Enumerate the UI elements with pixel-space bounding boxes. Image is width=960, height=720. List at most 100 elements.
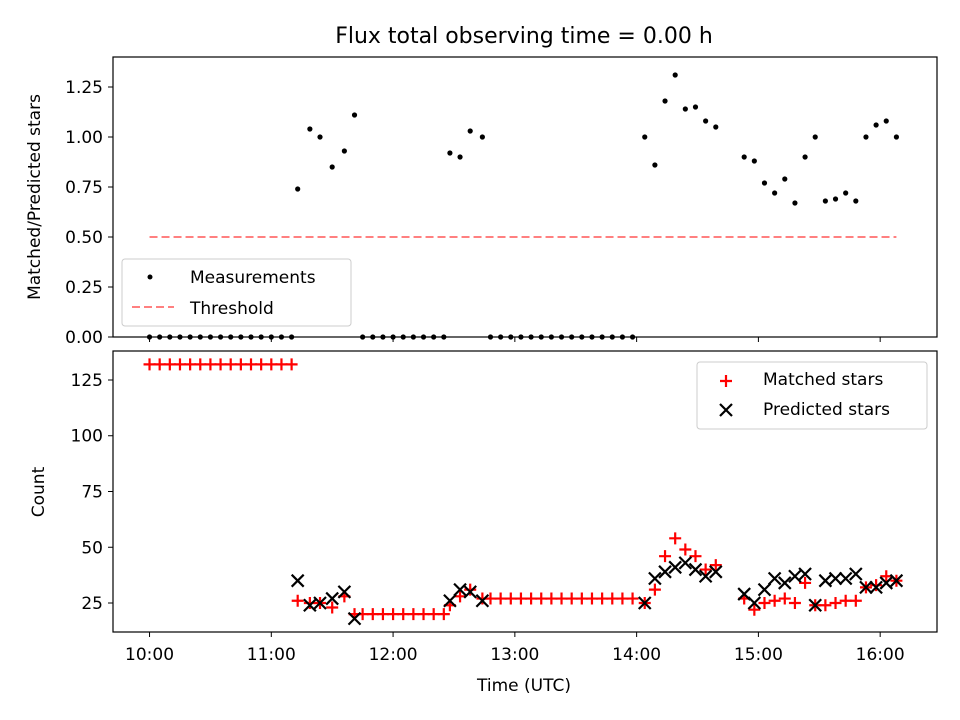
matched-star-point [194, 358, 207, 371]
measurement-point [772, 190, 778, 196]
matched-star-point [669, 532, 682, 545]
predicted-star-point [443, 594, 457, 608]
bottom-x-tick-label: 12:00 [369, 645, 418, 665]
predicted-star-point [798, 567, 812, 581]
bottom-legend: Matched stars Predicted stars [696, 361, 928, 430]
matched-star-point [768, 594, 781, 607]
legend-predicted-marker [719, 403, 733, 417]
matched-star-point [204, 358, 217, 371]
measurement-point [672, 72, 678, 78]
matched-star-point [880, 570, 893, 583]
bottom-y-axis-label: Count [29, 466, 49, 517]
predicted-star-point [453, 582, 467, 597]
measurement-point [248, 334, 254, 340]
bottom-x-tick-label: 14:00 [612, 645, 661, 665]
bottom-x-ticks: 10:00 11:00 12:00 13:00 14:00 15:00 16:00 [125, 632, 905, 665]
predicted-star-point [788, 569, 802, 584]
measurement-point [400, 334, 406, 340]
predicted-star-point [889, 573, 904, 588]
matched-star-point [758, 597, 771, 610]
legend-measurement-marker [147, 274, 153, 280]
matched-star-point [275, 358, 288, 371]
measurement-point [609, 334, 615, 340]
matched-star-point [709, 559, 722, 572]
predicted-star-point [313, 596, 327, 610]
measurement-point [228, 334, 234, 340]
bottom-y-tick-label: 75 [81, 483, 103, 503]
matched-star-point [376, 608, 389, 621]
measurement-point [447, 150, 453, 156]
measurement-point [268, 334, 274, 340]
top-y-tick-label: 0.25 [65, 278, 103, 298]
x-axis-label: Time (UTC) [476, 676, 571, 696]
predicted-star-point [290, 573, 305, 588]
matched-star-point [245, 358, 258, 371]
bottom-y-tick-label: 100 [71, 427, 103, 447]
matched-star-point [829, 597, 842, 610]
predicted-star-point [463, 585, 477, 599]
matched-star-point [265, 358, 278, 371]
matched-star-point [417, 608, 430, 621]
predicted-star-point [637, 596, 652, 610]
measurement-point [692, 104, 699, 110]
top-series [146, 72, 900, 340]
matched-star-point [799, 576, 812, 589]
measurement-point [652, 162, 658, 168]
matched-star-point [514, 592, 527, 605]
matched-star-point [555, 592, 568, 605]
matched-star-point [173, 358, 186, 371]
measurement-point [146, 334, 153, 340]
predicted-star-point [688, 562, 703, 577]
bottom-y-tick-label: 125 [71, 371, 103, 391]
matched-star-point [494, 592, 507, 605]
legend-matched-marker [720, 375, 732, 387]
predicted-star-point [869, 580, 883, 595]
measurement-point [619, 334, 626, 340]
matched-star-point [153, 358, 166, 371]
matched-star-point [626, 592, 639, 605]
bottom-y-tick-label: 25 [81, 594, 103, 614]
bottom-x-tick-label: 16:00 [856, 645, 905, 665]
top-y-tick-label: 1.25 [65, 78, 103, 98]
measurement-point [569, 334, 575, 340]
measurement-point [812, 134, 818, 140]
matched-star-point [427, 608, 440, 621]
matched-star-point [545, 592, 558, 605]
matched-star-point [303, 597, 316, 610]
measurement-point [843, 190, 849, 196]
matched-star-point [648, 583, 661, 596]
bottom-y-ticks: 25 50 75 100 125 [71, 371, 113, 614]
bottom-y-tick-label: 50 [81, 538, 103, 558]
measurement-point [487, 334, 494, 340]
measurement-point [329, 164, 335, 170]
legend-threshold-label: Threshold [189, 299, 274, 319]
measurement-point [792, 200, 798, 206]
top-y-ticks: 0.00 0.25 0.50 0.75 1.00 1.25 [65, 78, 113, 348]
measurement-point [390, 334, 396, 340]
predicted-star-point [838, 571, 853, 586]
matched-star-point [679, 543, 692, 556]
predicted-star-point [859, 580, 873, 595]
measurement-point [479, 134, 485, 140]
matched-star-point [484, 592, 497, 605]
predicted-star-point [648, 571, 662, 586]
matched-star-point [397, 608, 410, 621]
matched-star-point [788, 597, 801, 610]
matched-star-point [839, 594, 852, 607]
measurement-point [642, 134, 648, 140]
measurement-point [410, 334, 416, 340]
matched-star-point [163, 358, 176, 371]
measurement-point [307, 126, 313, 132]
predicted-star-point [767, 571, 782, 586]
measurement-point [441, 334, 447, 340]
measurement-point [822, 198, 828, 204]
matched-star-point [819, 599, 832, 612]
predicted-star-point [475, 594, 490, 608]
measurement-point [538, 334, 544, 340]
measurement-point [883, 118, 889, 124]
measurement-point [187, 334, 193, 340]
predicted-star-point [698, 569, 713, 584]
matched-star-point [870, 579, 883, 592]
matched-star-point [748, 603, 761, 616]
